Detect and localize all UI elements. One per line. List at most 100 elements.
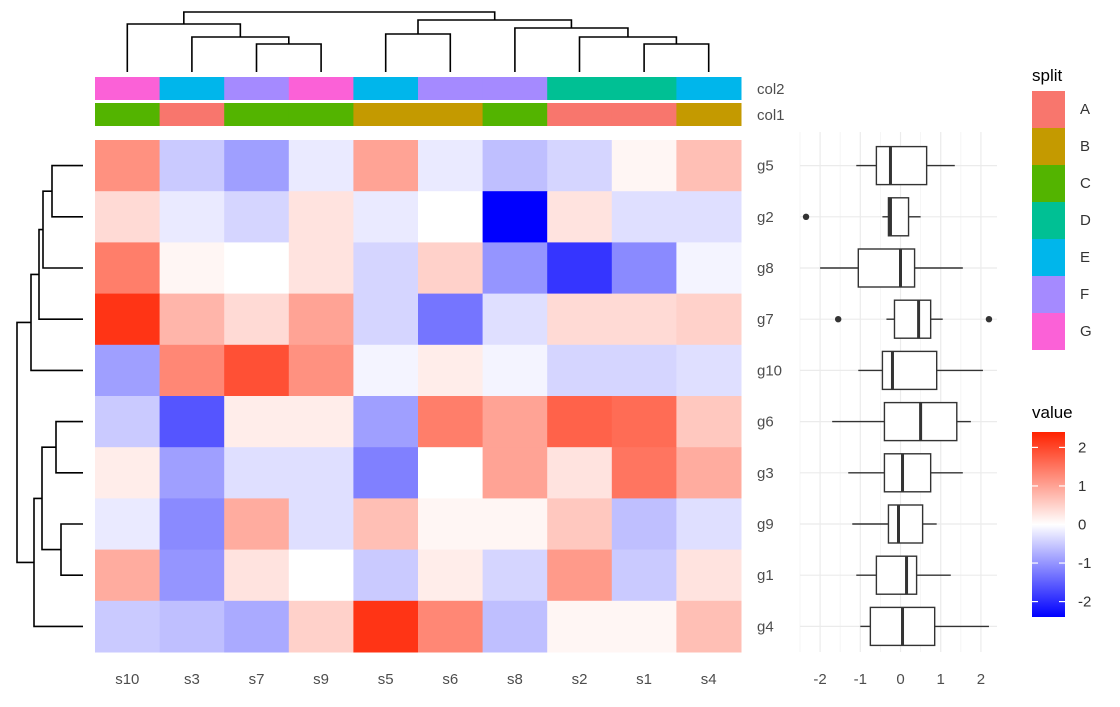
heat-cell-g4-s2 [547,600,613,653]
boxplot-x-tick: 1 [937,671,945,688]
annotation-col1-cell [676,103,742,126]
heat-cell-g9-s1 [611,498,677,551]
heat-cell-g4-s3 [159,600,225,653]
legend-value-tick-label: 2 [1078,439,1086,456]
annotation-label-col2: col2 [757,81,785,98]
heat-cell-g3-s4 [676,447,742,499]
heat-cell-g10-s8 [482,344,548,397]
legend-split-label: A [1080,101,1090,118]
heat-cell-g4-s9 [288,600,354,653]
heat-cell-g9-s9 [288,498,354,551]
heat-cell-g6-s9 [288,396,354,448]
legend-split-swatch [1032,276,1065,313]
legend-value-title: value [1032,403,1073,422]
heat-cell-g6-s2 [547,396,613,448]
legend-split-title: split [1032,66,1063,85]
heat-cell-g7-s9 [288,293,354,346]
heat-cell-g2-s5 [353,191,419,243]
box-g6 [832,401,971,442]
heat-cell-g5-s8 [482,140,548,192]
heat-cell-g9-s3 [159,498,225,551]
row-label: g4 [757,618,774,635]
heat-cell-g1-s5 [353,549,419,602]
box-body [883,453,932,493]
row-label: g10 [757,362,782,379]
dendrogram-branch [41,446,61,551]
annotation-col2-cell [611,77,677,100]
row-label: g2 [757,209,774,226]
annotation-col1-cell [547,103,613,126]
heat-cell-g7-s3 [159,293,225,346]
heat-cell-g2-s2 [547,191,613,243]
dendrogram-branch [417,19,573,34]
row-label: g7 [757,311,774,328]
column-labels: s10 s3 s7 s9 s5 s6 s8 s2 s1 s4 [115,671,716,688]
annotation-col1-cell [353,103,419,126]
annotation-col1-cell [159,103,225,126]
box-g5 [856,145,955,186]
column-label: s4 [701,671,717,688]
dendrogram-branch [16,321,34,564]
column-annotations: col2 col1 [95,77,785,126]
heat-cell-g9-s2 [547,498,613,551]
legend-value-tick-label: 0 [1078,517,1086,534]
box-g4 [860,606,989,647]
heat-cell-g6-s3 [159,396,225,448]
column-label: s9 [313,671,329,688]
legend-value-tick-label: 1 [1078,478,1086,495]
heat-cell-g7-s2 [547,293,613,346]
dendrogram-branch [60,523,83,576]
heat-cell-g9-s4 [676,498,742,551]
annotation-col2-cell [224,77,290,100]
heat-cell-g8-s5 [353,242,419,295]
heat-cell-g5-s10 [95,140,161,192]
annotation-col1-cell [611,103,677,126]
heat-cell-g5-s9 [288,140,354,192]
annotation-col2-cell [482,77,548,100]
legend-split-swatch [1032,202,1065,239]
annotation-col2-cell [547,77,613,100]
annotation-col1-cell [95,103,161,126]
box-g1 [856,555,951,595]
row-label: g3 [757,465,774,482]
legend-split-label: B [1080,138,1090,155]
heat-cell-g3-s10 [95,447,161,499]
box-body [857,248,916,288]
heat-cell-g5-s3 [159,140,225,192]
heat-cell-g6-s5 [353,396,419,448]
box-g2 [802,197,921,237]
heat-cell-g6-s8 [482,396,548,448]
heat-cell-g8-s8 [482,242,548,295]
legend-split-swatch [1032,91,1065,128]
annotation-col2-cell [676,77,742,100]
dendrogram-branch [55,420,83,474]
heat-cell-g3-s5 [353,447,419,499]
column-label: s2 [572,671,588,688]
box-body [875,145,928,186]
legend-split-label: D [1080,212,1091,229]
box-outlier [834,316,842,323]
legend-split-label: E [1080,249,1090,266]
heat-cell-g2-s6 [418,191,484,243]
annotation-col2-cell [95,77,161,100]
heat-cell-g6-s1 [611,396,677,448]
heat-cell-g2-s4 [676,191,742,243]
heat-cell-g1-s6 [418,549,484,602]
column-label: s5 [378,671,394,688]
box-g8 [820,248,963,288]
dendrogram-branch [42,190,83,269]
heatmap-body [95,140,742,653]
heat-cell-g10-s9 [288,344,354,397]
heat-cell-g5-s2 [547,140,613,192]
box-outlier [802,213,810,220]
column-label: s3 [184,671,200,688]
row-labels: g5 g2 g8 g7 g10 g6 g3 g9 g1 g4 [757,158,782,636]
heat-cell-g10-s4 [676,344,742,397]
heat-cell-g2-s3 [159,191,225,243]
heat-cell-g9-s8 [482,498,548,551]
heat-cell-g7-s6 [418,293,484,346]
annotation-col1-cell [482,103,548,126]
heat-cell-g8-s7 [224,242,290,295]
